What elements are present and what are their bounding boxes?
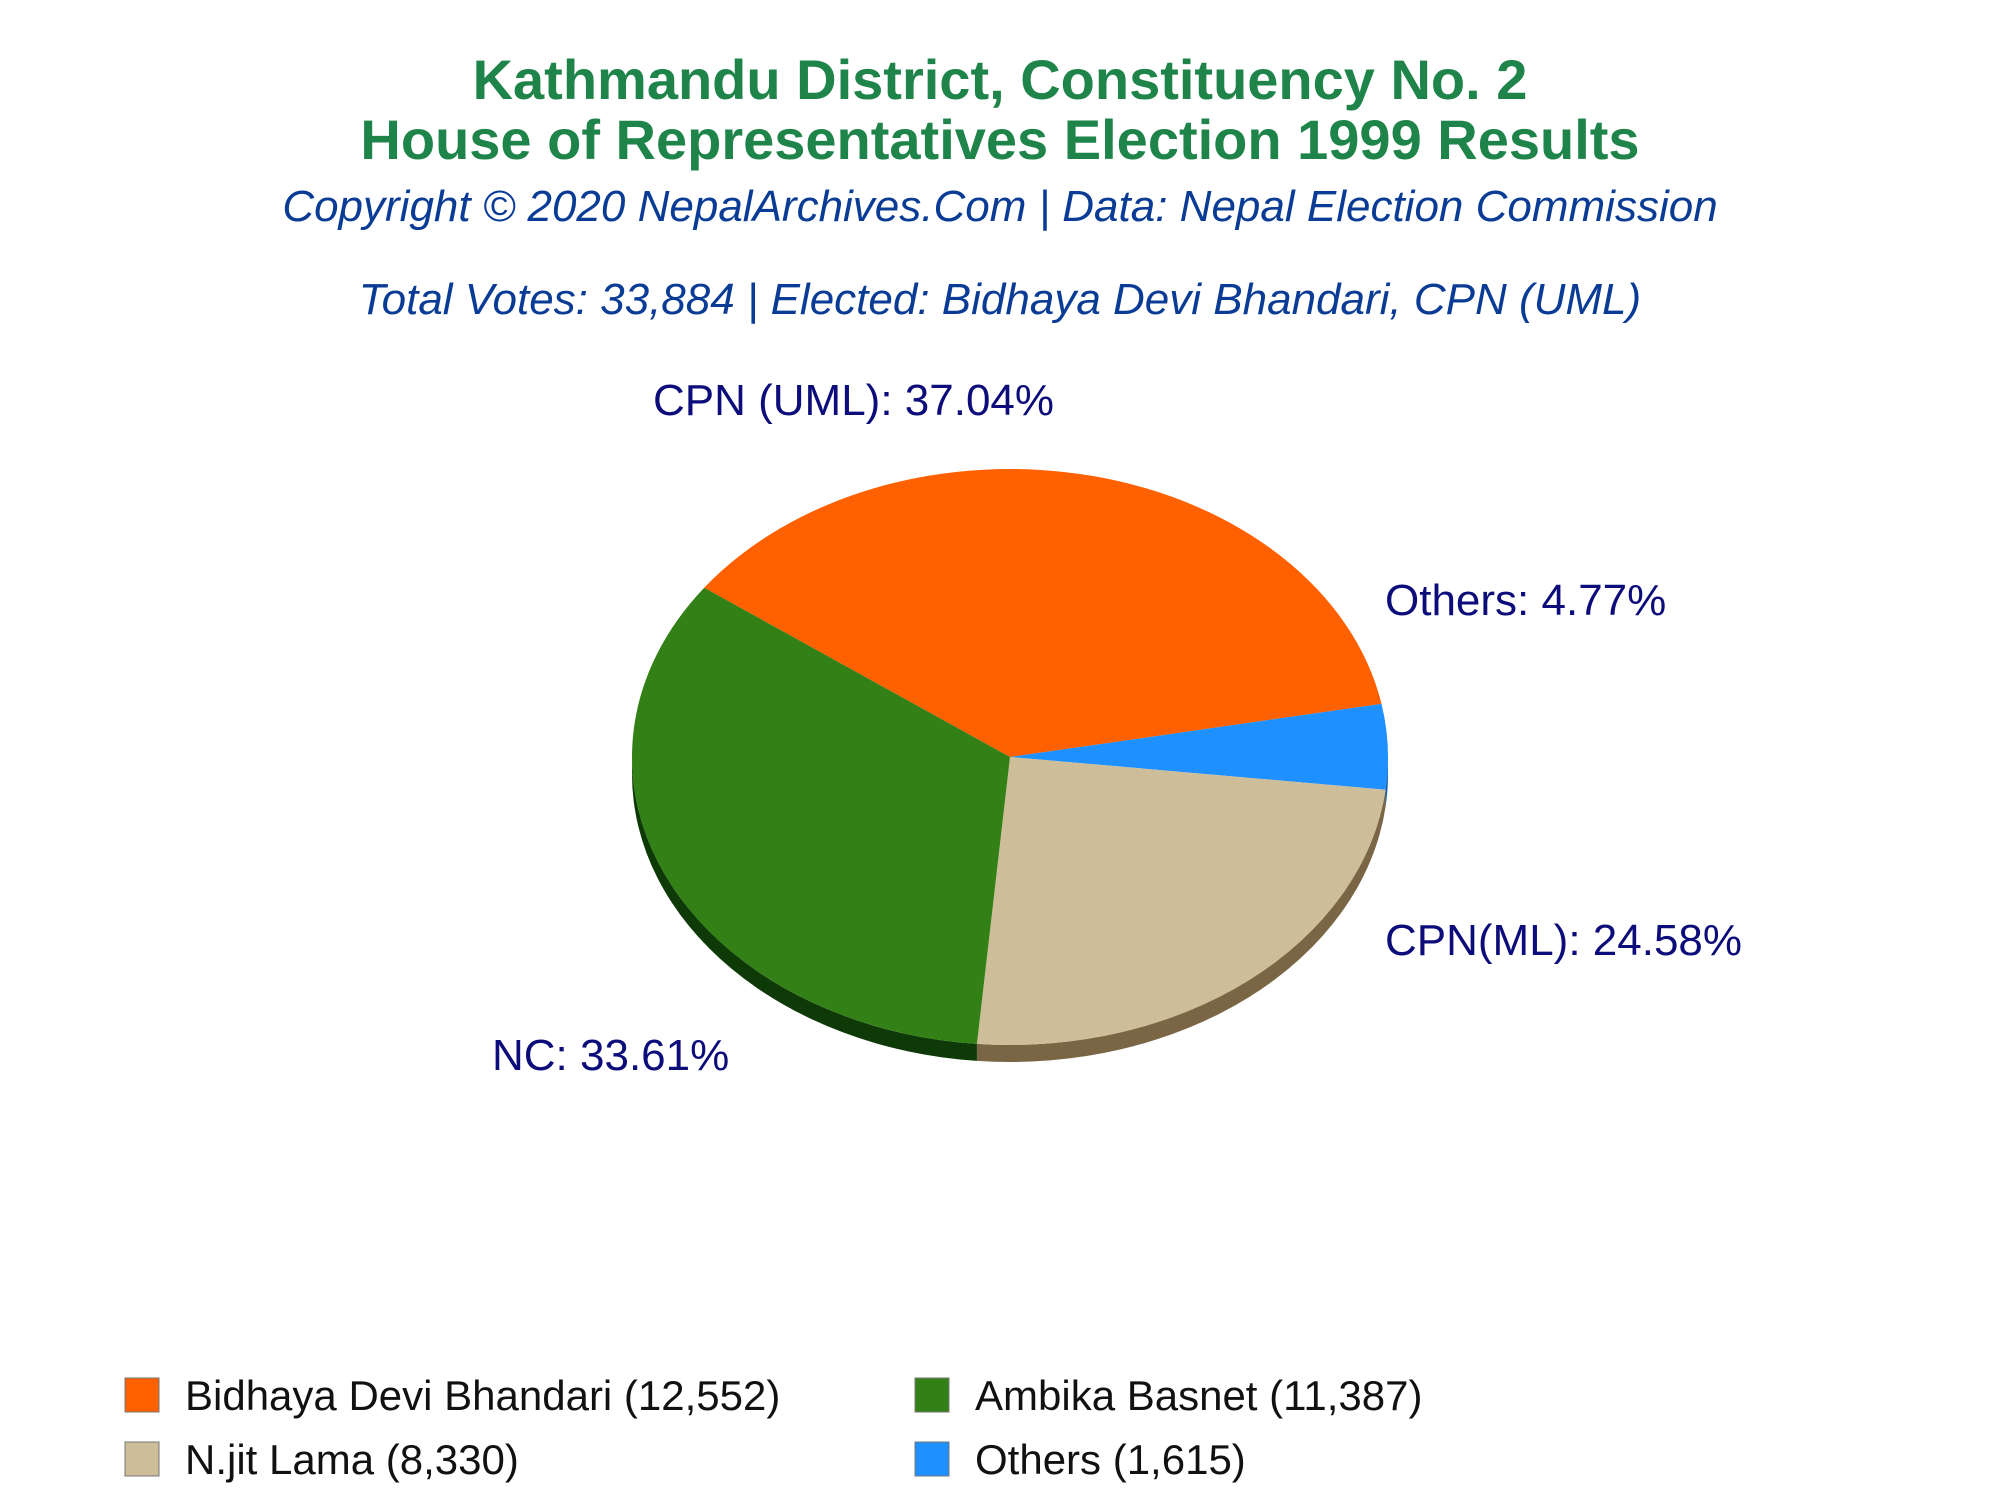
legend-swatch-others (914, 1441, 950, 1477)
legend-label-lama: N.jit Lama (8,330) (185, 1436, 519, 1483)
slice-label-nc: NC: 33.61% (492, 1031, 729, 1080)
slice-label-others: Others: 4.77% (1385, 576, 1666, 625)
legend-label-basnet: Ambika Basnet (11,387) (975, 1372, 1422, 1419)
chart-title: Kathmandu District, Constituency No. 2 (472, 48, 1528, 111)
chart-subtitle: House of Representatives Election 1999 R… (360, 108, 1640, 171)
legend-swatch-lama (124, 1441, 160, 1477)
slice-label-cpn-ml: CPN(ML): 24.58% (1385, 916, 1742, 965)
vote-summary: Total Votes: 33,884 | Elected: Bidhaya D… (358, 275, 1642, 324)
legend-swatch-bhandari (124, 1377, 160, 1413)
legend: Bidhaya Devi Bhandari (12,552) Ambika Ba… (124, 1372, 1422, 1483)
pie-slice-cpn-uml (704, 468, 1382, 757)
pie-side-others (1385, 757, 1388, 807)
pie-slice-cpn-ml (976, 757, 1386, 1045)
slice-label-cpn-uml: CPN (UML): 37.04% (653, 376, 1054, 425)
copyright-credit: Copyright © 2020 NepalArchives.Com | Dat… (282, 182, 1718, 231)
pie-side-nc (632, 757, 977, 1061)
pie-side-group (632, 757, 1388, 1062)
legend-label-bhandari: Bidhaya Devi Bhandari (12,552) (185, 1372, 780, 1419)
legend-swatch-basnet (914, 1377, 950, 1413)
pie-top-group (631, 468, 1388, 1045)
pie-slice-nc (631, 587, 1010, 1044)
legend-label-others: Others (1,615) (975, 1436, 1246, 1483)
pie-slice-others (1010, 703, 1388, 790)
